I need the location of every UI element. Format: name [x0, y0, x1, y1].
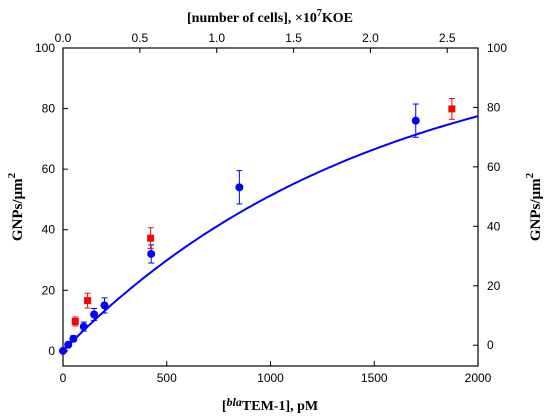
fit-curve	[62, 115, 479, 352]
left-tick-label: 60	[42, 162, 56, 176]
circle-marker	[147, 249, 156, 258]
right-axis-title-exponent: 2	[524, 172, 536, 178]
top-tick-label: 2.0	[362, 31, 379, 45]
circle-point	[100, 297, 109, 314]
circle-point	[69, 334, 78, 343]
top-axis-title-exponent: 7	[317, 8, 322, 19]
plot-frame	[62, 47, 479, 367]
right-tick-label: 60	[487, 160, 501, 174]
top-tick-label: 2.5	[439, 31, 456, 45]
left-tick-label: 20	[42, 283, 56, 297]
bottom-tick-label: 0	[60, 371, 67, 385]
right-tick-label: 80	[487, 100, 501, 114]
right-tick-label: 0	[487, 338, 494, 352]
square-point	[448, 98, 456, 120]
right-tick-label: 100	[487, 41, 507, 55]
top-tick-label: 0.5	[132, 31, 149, 45]
square-marker	[71, 317, 79, 325]
circle-marker	[411, 116, 420, 125]
circle-marker	[69, 334, 78, 343]
bottom-axis-title-prefix: [	[222, 399, 227, 414]
bottom-tick-label: 1000	[257, 371, 284, 385]
bottom-axis-title-sub: TEM-1	[242, 399, 286, 414]
right-axis-title: GNPs/µm2	[524, 172, 544, 241]
bottom-axis-title-suffix: ], pM	[285, 399, 318, 414]
right-axis-title-main: GNPs/µm	[528, 178, 544, 241]
tick-marks	[62, 47, 479, 366]
top-tick-label: 1.5	[285, 31, 302, 45]
left-tick-label: 100	[35, 41, 55, 55]
left-tick-label: 0	[48, 344, 55, 358]
circle-point	[59, 346, 67, 355]
circle-marker	[235, 183, 244, 192]
top-axis-title: [number of cells], ×107KOE	[187, 8, 353, 26]
bottom-axis-title: [blaTEM-1], pM	[222, 395, 318, 414]
right-tick-label: 40	[487, 219, 501, 233]
top-axis-title-suffix: KOE	[322, 11, 353, 26]
circle-marker	[90, 310, 99, 319]
circle-point	[79, 321, 88, 332]
circle-marker	[64, 340, 73, 349]
circle-marker	[79, 322, 88, 331]
right-tick-label: 20	[487, 279, 501, 293]
circle-point	[235, 170, 244, 205]
top-tick-label: 0.0	[55, 31, 72, 45]
data-points	[59, 98, 456, 355]
top-tick-label: 1.0	[208, 31, 225, 45]
square-point	[84, 292, 92, 309]
square-marker	[84, 297, 92, 305]
bottom-tick-label: 1500	[361, 371, 388, 385]
square-marker	[448, 105, 456, 113]
left-axis-title: GNPs/µm2	[6, 172, 26, 241]
bottom-tick-label: 2000	[465, 371, 492, 385]
bottom-axis-title-italic: bla	[227, 395, 242, 409]
bottom-tick-label: 500	[157, 371, 177, 385]
circle-marker	[59, 346, 67, 355]
square-marker	[147, 234, 155, 242]
square-point	[71, 316, 79, 327]
left-axis-title-exponent: 2	[6, 172, 18, 178]
circle-point	[147, 244, 156, 264]
circle-point	[64, 340, 73, 349]
top-axis-title-main: [number of cells], ×10	[187, 11, 317, 26]
left-tick-label: 40	[42, 223, 56, 237]
circle-point	[90, 307, 99, 322]
square-point	[147, 227, 155, 250]
left-axis-title-main: GNPs/µm	[10, 178, 26, 241]
circle-point	[411, 103, 420, 138]
circle-marker	[100, 301, 109, 310]
left-tick-label: 80	[42, 102, 56, 116]
fit-curve-layer	[62, 115, 479, 352]
